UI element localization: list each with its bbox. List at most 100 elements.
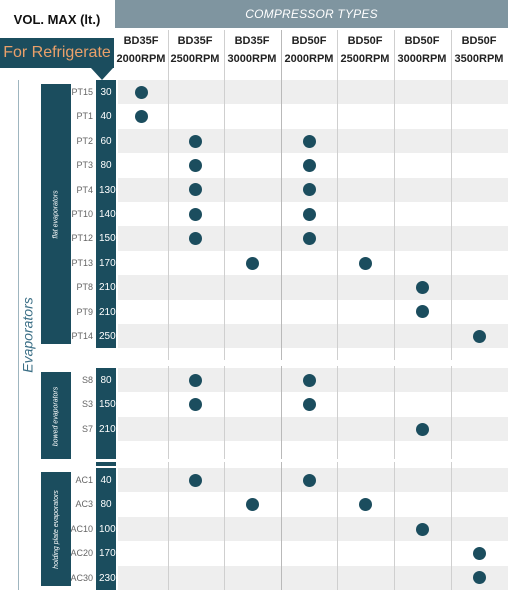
column-rpm: 2500RPM <box>340 53 390 65</box>
compressor-types-header: COMPRESSOR TYPES <box>115 0 508 28</box>
column-header: BD50F 3500RPM <box>451 32 507 68</box>
column-header: BD35F 2000RPM <box>113 32 169 68</box>
row-volume: 150 <box>99 233 116 245</box>
table-row <box>118 565 508 590</box>
compatibility-dot <box>303 373 316 387</box>
row-code: AC30 <box>70 572 93 583</box>
compatibility-dot <box>416 280 429 294</box>
column-header: BD50F 3000RPM <box>394 32 450 68</box>
evaporators-bracket: Evaporators <box>18 80 37 590</box>
row-code: PT10 <box>71 209 93 219</box>
row-volume: 80 <box>100 499 112 511</box>
group-label-text: bowed evaporators <box>52 387 60 447</box>
evaporator-group-label: flat evaporators <box>41 84 71 345</box>
row-code: PT14 <box>71 331 93 341</box>
row-volume: 130 <box>99 184 116 196</box>
compatibility-dot <box>303 232 316 246</box>
column-header: BD50F 2000RPM <box>281 32 337 68</box>
row-code: S7 <box>81 423 93 434</box>
column-divider <box>451 30 452 590</box>
evaporator-group-label: holding plate evaporators <box>41 472 71 586</box>
group-separator <box>0 360 510 366</box>
compatibility-dot <box>416 522 429 536</box>
compatibility-dot <box>303 134 316 148</box>
compatibility-dot <box>416 422 429 436</box>
row-code: PT15 <box>71 87 93 97</box>
row-volume: 40 <box>100 111 112 123</box>
vol-max-label: VOL. MAX (lt.) <box>0 0 114 38</box>
row-volume: 170 <box>99 257 116 269</box>
compatibility-dot <box>189 183 202 197</box>
group-label-text: flat evaporators <box>52 190 60 239</box>
compatibility-dot <box>303 473 316 487</box>
compatibility-dot <box>189 207 202 221</box>
compatibility-dot <box>189 134 202 148</box>
column-rpm: 2500RPM <box>170 53 220 65</box>
compatibility-dot <box>189 398 202 412</box>
column-model: BD35F <box>177 35 213 47</box>
evaporator-group-label: bowed evaporators <box>41 372 71 462</box>
row-code: PT13 <box>71 257 93 268</box>
compatibility-dot <box>189 232 202 246</box>
row-volume: 210 <box>99 306 116 318</box>
volume-strip <box>96 468 116 590</box>
row-volume: 30 <box>100 87 112 98</box>
table-row <box>118 104 508 128</box>
pointer-arrow <box>91 68 113 80</box>
table-row <box>118 275 508 300</box>
compatibility-dot <box>189 473 202 487</box>
evaporators-label: Evaporators <box>20 297 37 373</box>
column-header: BD35F 3000RPM <box>224 32 280 68</box>
row-code: AC1 <box>75 475 93 485</box>
column-model: BD50F <box>404 35 440 47</box>
volume-strip <box>96 368 116 466</box>
row-volume: 100 <box>99 523 116 535</box>
row-code: S3 <box>81 399 93 410</box>
table-row <box>118 251 508 275</box>
row-volume: 250 <box>99 331 116 342</box>
row-code: PT9 <box>76 306 93 317</box>
row-volume: 170 <box>99 548 116 560</box>
volume-strip <box>96 80 116 349</box>
row-volume: 140 <box>99 209 116 220</box>
compatibility-dot <box>303 398 316 412</box>
group-label-text: holding plate evaporators <box>52 489 60 569</box>
row-volume: 60 <box>100 135 112 147</box>
row-code: PT2 <box>76 135 93 146</box>
compatibility-dot <box>189 158 202 172</box>
column-model: BD50F <box>461 35 497 47</box>
column-divider <box>281 30 282 590</box>
column-rpm: 2000RPM <box>284 53 334 65</box>
compatibility-dot <box>303 158 316 172</box>
column-rpm: 3500RPM <box>454 53 504 65</box>
column-header: BD35F 2500RPM <box>167 32 223 68</box>
row-code: PT4 <box>76 184 93 195</box>
row-volume: 210 <box>99 282 116 294</box>
row-volume: 80 <box>100 375 112 386</box>
compatibility-dot <box>473 546 486 560</box>
column-divider <box>337 30 338 590</box>
compatibility-dot <box>473 571 486 585</box>
row-volume: 210 <box>99 423 116 435</box>
compatibility-dot <box>303 183 316 197</box>
compatibility-dot <box>246 256 259 270</box>
column-divider <box>224 30 225 590</box>
column-model: BD50F <box>347 35 383 47</box>
column-model: BD35F <box>234 35 270 47</box>
column-rpm: 2000RPM <box>116 53 166 65</box>
row-volume: 150 <box>99 399 116 411</box>
table-row <box>118 492 508 516</box>
compatibility-dot <box>359 256 372 270</box>
column-divider <box>168 30 169 590</box>
table-row <box>118 80 508 105</box>
row-code: S8 <box>81 375 93 385</box>
compatibility-dot <box>246 498 259 512</box>
compatibility-dot <box>416 305 429 319</box>
row-code: PT1 <box>76 111 93 122</box>
compatibility-dot <box>189 373 202 387</box>
compatibility-dot <box>135 110 148 124</box>
table-row <box>118 516 508 542</box>
compatibility-dot <box>359 498 372 512</box>
row-code: AC10 <box>70 523 93 534</box>
row-code: PT12 <box>71 233 93 244</box>
